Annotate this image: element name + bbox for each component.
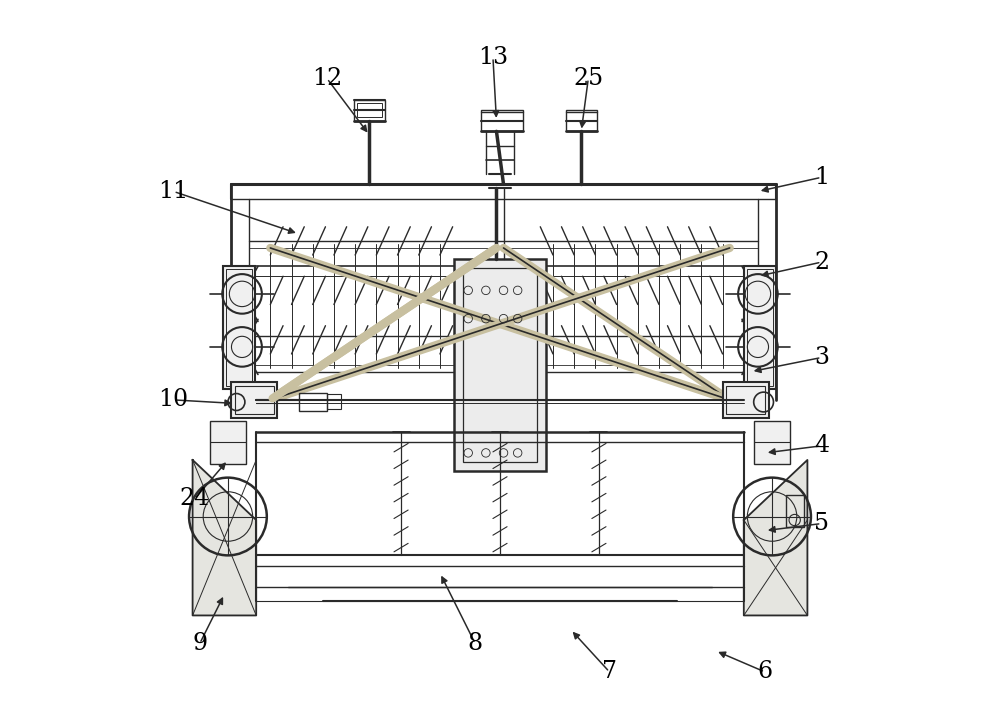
Text: 25: 25	[573, 67, 603, 90]
Bar	[463, 267, 537, 462]
Bar	[786, 495, 804, 527]
Text: 1: 1	[814, 166, 829, 189]
Bar	[566, 110, 597, 132]
Bar	[327, 394, 341, 409]
Polygon shape	[744, 460, 807, 616]
Bar	[747, 269, 773, 386]
Text: 6: 6	[757, 661, 773, 684]
Text: 12: 12	[312, 67, 342, 90]
Text: 11: 11	[158, 180, 189, 203]
Bar	[226, 269, 252, 386]
Bar	[481, 110, 523, 132]
Text: 3: 3	[814, 346, 829, 369]
Text: 4: 4	[814, 434, 829, 458]
Bar	[299, 393, 327, 410]
Bar	[231, 383, 277, 418]
Text: 24: 24	[180, 488, 210, 511]
Bar	[754, 421, 790, 463]
Bar	[744, 266, 776, 389]
Text: 10: 10	[158, 388, 189, 411]
Bar	[223, 266, 255, 389]
Text: 9: 9	[192, 632, 207, 655]
Text: 2: 2	[814, 250, 829, 274]
Text: 13: 13	[478, 46, 508, 69]
Polygon shape	[193, 460, 256, 616]
Bar	[723, 383, 769, 418]
Bar	[235, 386, 274, 414]
Bar	[210, 421, 246, 463]
Bar	[726, 386, 765, 414]
Text: 5: 5	[814, 512, 829, 535]
Text: 8: 8	[468, 632, 483, 655]
Bar	[454, 259, 546, 470]
Bar	[357, 103, 382, 117]
Bar	[354, 99, 385, 121]
Text: 7: 7	[602, 661, 617, 684]
